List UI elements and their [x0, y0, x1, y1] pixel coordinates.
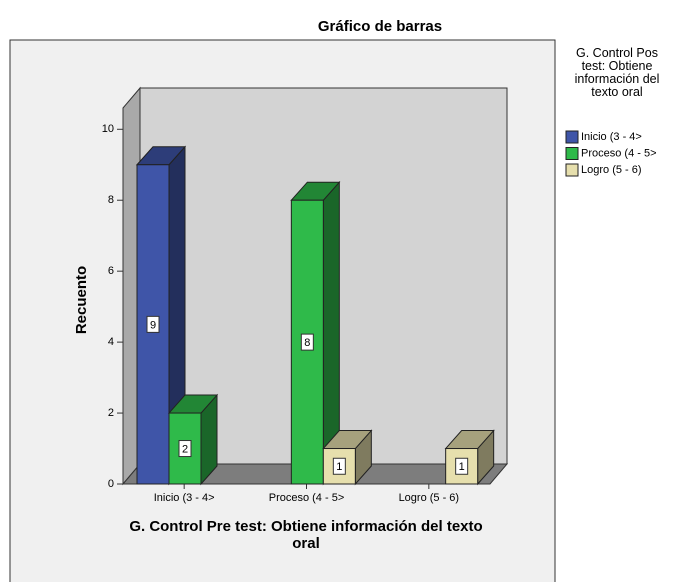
value-label-box: [146, 315, 160, 333]
value-label-box: [300, 333, 314, 351]
y-tick-label: 6: [108, 265, 114, 277]
legend-swatch: [565, 163, 579, 177]
value-label: 8: [304, 337, 310, 349]
legend-swatch: [565, 130, 579, 144]
legend-label: Proceso (4 - 5>: [581, 147, 657, 159]
x-axis-label: G. Control Pre test: Obtiene información…: [129, 518, 483, 552]
value-label: 2: [182, 443, 188, 455]
legend-label: Logro (5 - 6): [581, 164, 642, 176]
value-label-box: [455, 457, 469, 475]
legend-label: Inicio (3 - 4>: [581, 131, 642, 143]
x-tick-label: Proceso (4 - 5>: [269, 492, 345, 504]
x-tick-label: Logro (5 - 6): [399, 492, 460, 504]
y-tick-label: 8: [108, 194, 114, 206]
chart-title: Gráfico de barras: [318, 18, 442, 35]
y-tick-label: 4: [108, 336, 114, 348]
y-tick-label: 0: [108, 478, 114, 490]
value-label-box: [178, 440, 192, 458]
value-label: 1: [459, 461, 465, 473]
value-label-box: [332, 457, 346, 475]
x-tick-label: Inicio (3 - 4>: [154, 492, 215, 504]
y-tick-label: 10: [102, 123, 114, 135]
y-tick-label: 2: [108, 407, 114, 419]
value-label: 1: [336, 461, 342, 473]
legend-swatch: [565, 147, 579, 160]
legend-title: G. Control Pos test: Obtiene información…: [574, 46, 660, 99]
value-label: 9: [150, 319, 156, 331]
y-axis-label: Recuento: [73, 266, 90, 334]
